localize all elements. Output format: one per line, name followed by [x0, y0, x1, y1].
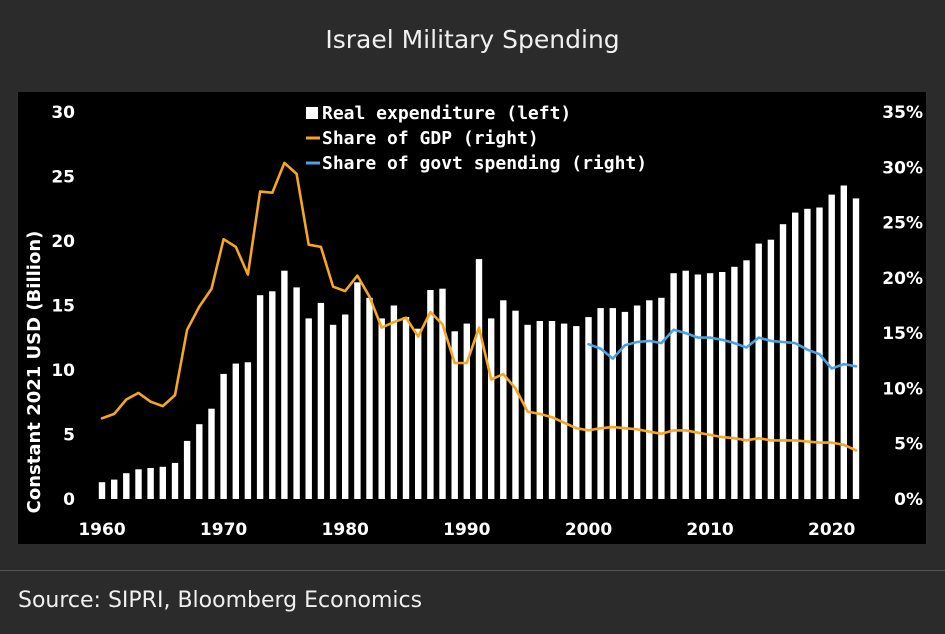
bar-2021 — [840, 185, 847, 499]
y-tick-label: 15 — [51, 297, 75, 317]
y-tick-label: 30 — [51, 103, 75, 123]
bar-1982 — [366, 297, 373, 499]
bar-2014 — [755, 243, 762, 499]
bar-1977 — [305, 318, 312, 499]
y2-tick-label: 35% — [882, 103, 923, 123]
bar-2002 — [609, 308, 616, 499]
source-note: Source: SIPRI, Bloomberg Economics — [18, 588, 423, 613]
bar-1994 — [512, 310, 519, 499]
bar-1960 — [98, 482, 106, 499]
chart-header: Israel Military Spending — [0, 0, 945, 78]
bar-2004 — [633, 305, 641, 499]
bar-1970 — [220, 373, 227, 499]
bar-2015 — [767, 239, 775, 499]
x-tick-label: 1960 — [78, 520, 125, 540]
bar-1998 — [560, 323, 568, 499]
bar-1963 — [135, 469, 142, 499]
chart-svg: 0 5 10 15 20 25 30 0% 5% 10% 15% 20% 25% 30% 35% 1960 19… — [24, 103, 923, 540]
bar-1980 — [342, 314, 349, 499]
bar-2012 — [731, 266, 738, 499]
bar-2018 — [804, 208, 811, 500]
bar-1993 — [500, 300, 507, 499]
y-tick-label: 10 — [51, 361, 75, 381]
x-tick-label: 1990 — [443, 520, 490, 540]
bar-1962 — [123, 473, 130, 499]
legend-label: Share of GDP (right) — [322, 128, 539, 149]
bar-1972 — [244, 362, 252, 499]
bar-1986 — [415, 328, 422, 499]
y2-tick-label: 15% — [882, 324, 923, 344]
chart-title: Israel Military Spending — [325, 24, 620, 54]
legend-label: Share of govt spending (right) — [322, 153, 647, 174]
bar-1988 — [439, 288, 446, 499]
bar-2016 — [779, 224, 787, 499]
y-tick-label: 25 — [51, 168, 75, 188]
y-axis-label: Constant 2021 USD (Billion) — [24, 231, 45, 514]
x-tick-label: 2010 — [686, 520, 733, 540]
bar-2000 — [585, 317, 592, 499]
bar-1964 — [147, 468, 154, 499]
bar-1999 — [573, 326, 580, 499]
y2-tick-label: 25% — [882, 214, 923, 234]
x-tick-label: 2020 — [808, 520, 855, 540]
y2-tick-label: 0% — [894, 490, 923, 510]
bar-1969 — [208, 408, 215, 499]
bar-1976 — [293, 287, 300, 499]
bar-2001 — [597, 308, 604, 499]
bar-2007 — [670, 273, 677, 499]
x-tick-label: 2000 — [565, 520, 612, 540]
bar-2003 — [621, 311, 629, 499]
bar-2005 — [646, 300, 653, 499]
bar-1979 — [329, 324, 337, 499]
y-tick-label: 20 — [51, 232, 75, 252]
bar-1981 — [354, 282, 361, 499]
legend-label: Real expenditure (left) — [322, 103, 571, 124]
legend-swatch-expenditure — [306, 107, 318, 119]
bar-1983 — [378, 318, 385, 499]
bar-1961 — [111, 479, 118, 499]
bar-1984 — [390, 305, 398, 499]
y-tick-label: 5 — [63, 426, 75, 446]
y2-tick-label: 20% — [882, 269, 923, 289]
x-tick-label: 1980 — [322, 520, 369, 540]
bar-1992 — [488, 318, 495, 499]
bar-1996 — [536, 321, 543, 499]
bar-1971 — [232, 363, 239, 499]
x-tick-label: 1970 — [200, 520, 247, 540]
bar-2013 — [743, 260, 750, 499]
y-tick-label: 0 — [63, 490, 75, 510]
bar-2006 — [658, 297, 665, 499]
bar-1997 — [548, 321, 556, 499]
y2-tick-label: 10% — [882, 379, 923, 399]
bar-1968 — [196, 424, 203, 499]
bar-1974 — [269, 291, 276, 499]
chart-panel: 0 5 10 15 20 25 30 0% 5% 10% 15% 20% 25% 30% 35% 1960 19… — [18, 92, 926, 544]
bar-1989 — [451, 331, 458, 499]
bar-2011 — [719, 272, 726, 499]
bar-1975 — [281, 270, 288, 499]
bar-1966 — [171, 462, 179, 499]
gdp-share-line — [100, 161, 858, 452]
bar-2008 — [682, 270, 689, 499]
bar-1991 — [475, 259, 483, 499]
bar-1978 — [317, 302, 325, 499]
bar-1985 — [402, 317, 410, 499]
y2-tick-label: 30% — [882, 158, 923, 178]
bar-1990 — [463, 323, 470, 499]
bar-1965 — [159, 466, 166, 500]
bar-2022 — [852, 198, 860, 499]
bar-2017 — [792, 212, 799, 499]
y2-tick-label: 5% — [894, 435, 923, 455]
footer-divider — [0, 570, 945, 571]
bar-1967 — [183, 440, 191, 499]
bar-1987 — [427, 290, 434, 499]
bar-2010 — [706, 273, 714, 499]
bar-1973 — [256, 295, 264, 499]
govt-spending-share-line — [587, 328, 858, 370]
bar-2009 — [694, 274, 702, 499]
bar-2020 — [828, 194, 835, 499]
